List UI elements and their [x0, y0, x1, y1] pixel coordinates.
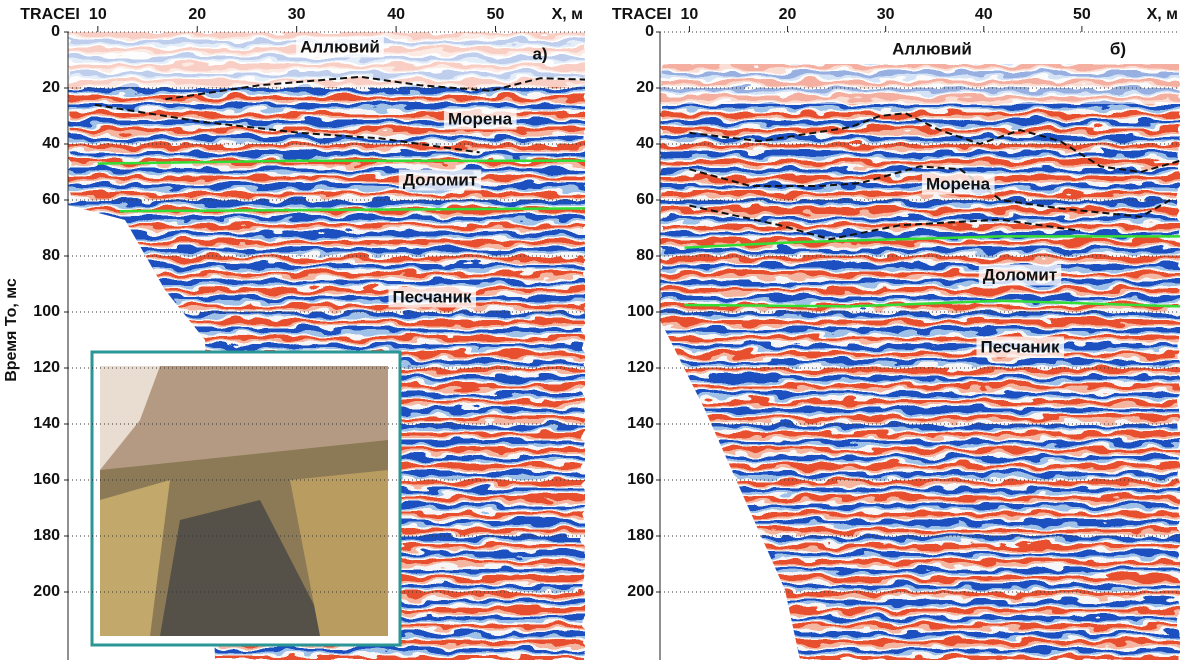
horizon — [689, 165, 1171, 218]
x-axis-title: X, м — [1147, 6, 1178, 23]
horizon — [684, 299, 1181, 308]
layer-label: Аллювий — [300, 37, 380, 56]
y-tick-label: 0 — [51, 23, 60, 40]
y-tick-label: 80 — [42, 247, 60, 264]
x-tick-label: 10 — [681, 6, 699, 23]
layer-label: Доломит — [403, 170, 477, 189]
layer-label-bg — [443, 108, 517, 130]
y-tick-label: 120 — [33, 359, 60, 376]
layer-label-bg — [296, 36, 384, 58]
y-tick-label: 160 — [33, 471, 60, 488]
horizon — [684, 235, 1180, 249]
layer-label-bg — [978, 264, 1062, 286]
y-tick-label: 60 — [42, 191, 60, 208]
x-tick-label: 50 — [1073, 6, 1091, 23]
panel-label: а) — [532, 44, 547, 63]
y-axis-title: Время То, мс — [3, 278, 20, 382]
x-tick-label: 30 — [288, 6, 306, 23]
x-tick-label: 10 — [89, 6, 107, 23]
layer-label-bg — [888, 38, 976, 60]
layer-label-bg — [976, 336, 1064, 358]
x-axis-title: X, м — [552, 6, 583, 23]
x-tick-label: 50 — [487, 6, 505, 23]
y-tick-label: 40 — [42, 135, 60, 152]
x-tick-label: 30 — [877, 6, 895, 23]
y-tick-label: 60 — [636, 191, 654, 208]
horizon — [94, 103, 480, 154]
y-tick-label: 120 — [627, 359, 654, 376]
trace-label: TRACEI — [20, 6, 80, 23]
y-tick-label: 0 — [645, 23, 654, 40]
y-tick-label: 40 — [636, 135, 654, 152]
y-tick-label: 20 — [636, 79, 654, 96]
horizon — [165, 75, 586, 101]
y-tick-label: 200 — [627, 583, 654, 600]
horizon — [689, 112, 1181, 174]
x-tick-label: 20 — [779, 6, 797, 23]
layer-label: Аллювий — [892, 39, 972, 58]
y-tick-label: 180 — [627, 527, 654, 544]
layer-label-bg — [921, 173, 995, 195]
y-tick-label: 160 — [627, 471, 654, 488]
y-tick-label: 20 — [42, 79, 60, 96]
y-tick-label: 100 — [33, 303, 60, 320]
horizon — [97, 159, 585, 165]
photo-inset — [90, 350, 402, 647]
y-tick-label: 100 — [627, 303, 654, 320]
layer-label: Песчаник — [392, 287, 472, 306]
layer-label: Морена — [448, 109, 513, 128]
x-tick-label: 20 — [188, 6, 206, 23]
y-tick-label: 140 — [33, 415, 60, 432]
layer-label-bg — [398, 169, 482, 191]
y-tick-label: 200 — [33, 583, 60, 600]
x-tick-label: 40 — [387, 6, 405, 23]
layer-label-bg — [388, 286, 476, 308]
horizon — [689, 204, 1081, 241]
x-tick-label: 40 — [975, 6, 993, 23]
y-tick-label: 80 — [636, 247, 654, 264]
panel-b-image — [660, 32, 1180, 660]
layer-label: Песчаник — [980, 337, 1060, 356]
layer-label: Доломит — [983, 265, 1057, 284]
y-tick-label: 140 — [627, 415, 654, 432]
y-tick-label: 180 — [33, 527, 60, 544]
layer-label: Морена — [926, 174, 991, 193]
horizon — [119, 207, 586, 213]
trace-label: TRACEI — [612, 6, 672, 23]
panel-label: б) — [1110, 39, 1126, 58]
